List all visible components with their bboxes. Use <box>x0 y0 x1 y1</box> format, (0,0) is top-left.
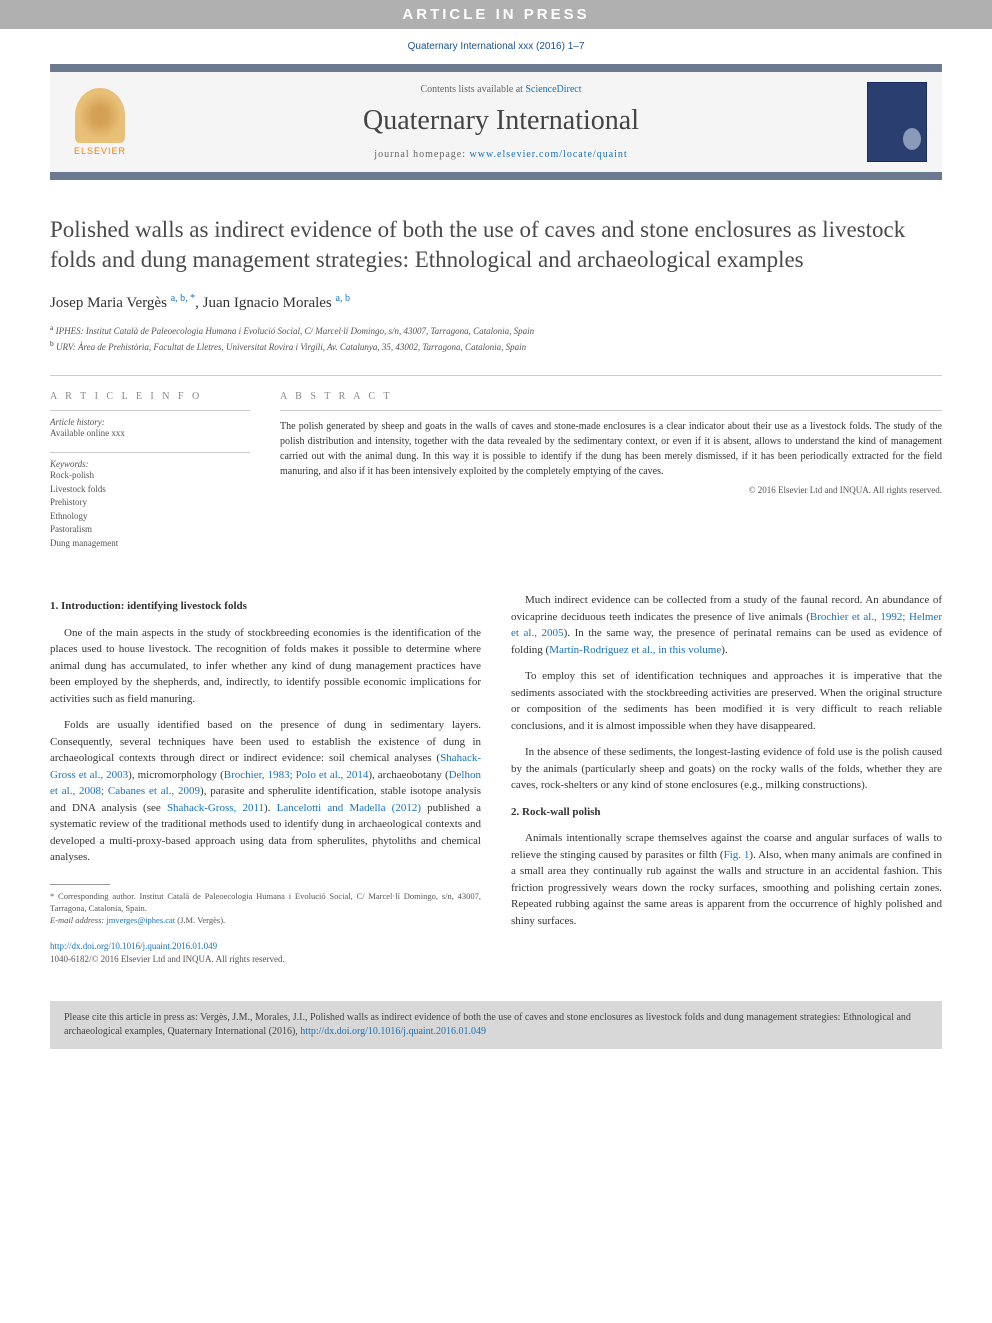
abstract-copyright: © 2016 Elsevier Ltd and INQUA. All right… <box>280 485 942 495</box>
journal-cover-thumbnail[interactable] <box>867 82 927 162</box>
body-paragraph: Animals intentionally scrape themselves … <box>511 830 942 929</box>
keyword-item: Ethnology <box>50 510 250 524</box>
email-suffix: (J.M. Vergès). <box>175 915 225 925</box>
body-paragraph: In the absence of these sediments, the l… <box>511 744 942 794</box>
citation-link[interactable]: Shahack-Gross, 2011 <box>167 802 264 814</box>
keywords-label: Keywords: <box>50 459 250 469</box>
journal-homepage-line: journal homepage: www.elsevier.com/locat… <box>135 149 867 160</box>
author-list: Josep Maria Vergès a, b, *, Juan Ignacio… <box>50 293 942 312</box>
author-1[interactable]: Josep Maria Vergès <box>50 295 171 311</box>
top-citation-line: Quaternary International xxx (2016) 1–7 <box>0 29 992 64</box>
contents-prefix: Contents lists available at <box>420 84 525 95</box>
text-run: ). <box>721 644 727 656</box>
body-paragraph: To employ this set of identification tec… <box>511 668 942 734</box>
body-paragraph: Much indirect evidence can be collected … <box>511 592 942 658</box>
keyword-item: Prehistory <box>50 496 250 510</box>
body-paragraph: One of the main aspects in the study of … <box>50 625 481 708</box>
author-2-affil: a, b <box>336 293 350 304</box>
journal-header: ELSEVIER Contents lists available at Sci… <box>50 64 942 180</box>
email-footnote: E-mail address: jmverges@iphes.cat (J.M.… <box>50 915 481 927</box>
article-info-heading: A R T I C L E I N F O <box>50 391 250 402</box>
issn-line: 1040-6182/© 2016 Elsevier Ltd and INQUA.… <box>50 954 285 964</box>
article-history-section: Article history: Available online xxx <box>50 410 250 441</box>
history-text: Available online xxx <box>50 427 250 441</box>
affiliation-a: IPHES: Institut Català de Paleoecologia … <box>56 326 535 336</box>
abstract-heading: A B S T R A C T <box>280 391 942 402</box>
article-content: Polished walls as indirect evidence of b… <box>0 180 992 986</box>
sciencedirect-link[interactable]: ScienceDirect <box>525 84 581 95</box>
keyword-item: Rock-polish <box>50 469 250 483</box>
citation-link[interactable]: Lancelotti and Madella (2012) <box>277 802 421 814</box>
author-sep: , <box>195 295 203 311</box>
article-in-press-banner: ARTICLE IN PRESS <box>0 0 992 29</box>
affiliations-block: a IPHES: Institut Català de Paleoecologi… <box>50 322 942 355</box>
text-run: ), micromorphology ( <box>128 769 224 781</box>
journal-name: Quaternary International <box>135 105 867 137</box>
keyword-item: Pastoralism <box>50 523 250 537</box>
article-info-column: A R T I C L E I N F O Article history: A… <box>50 391 250 563</box>
elsevier-tree-icon <box>75 88 125 143</box>
affiliation-b: URV: Àrea de Prehistòria, Facultat de Ll… <box>56 342 526 352</box>
info-abstract-row: A R T I C L E I N F O Article history: A… <box>50 375 942 563</box>
section-1-heading: 1. Introduction: identifying livestock f… <box>50 598 481 615</box>
doi-block: http://dx.doi.org/10.1016/j.quaint.2016.… <box>50 940 481 965</box>
elsevier-logo[interactable]: ELSEVIER <box>65 82 135 162</box>
cite-footer-text: Please cite this article in press as: Ve… <box>64 1012 911 1037</box>
keywords-section: Keywords: Rock-polish Livestock folds Pr… <box>50 452 250 550</box>
email-label: E-mail address: <box>50 915 106 925</box>
body-columns: 1. Introduction: identifying livestock f… <box>50 592 942 965</box>
text-run: ). <box>264 802 277 814</box>
abstract-text: The polish generated by sheep and goats … <box>280 410 942 479</box>
author-2[interactable]: Juan Ignacio Morales <box>203 295 336 311</box>
header-center: Contents lists available at ScienceDirec… <box>135 84 867 160</box>
abstract-column: A B S T R A C T The polish generated by … <box>280 391 942 563</box>
contents-available-line: Contents lists available at ScienceDirec… <box>135 84 867 95</box>
citation-link[interactable]: Brochier, 1983; Polo et al., 2014 <box>224 769 369 781</box>
keyword-item: Dung management <box>50 537 250 551</box>
keyword-item: Livestock folds <box>50 483 250 497</box>
author-1-affil: a, b, * <box>171 293 195 304</box>
text-run: ), archaeobotany ( <box>368 769 448 781</box>
right-column: Much indirect evidence can be collected … <box>511 592 942 965</box>
corresponding-author-footnote: * Corresponding author. Institut Català … <box>50 891 481 915</box>
email-link[interactable]: jmverges@iphes.cat <box>106 915 175 925</box>
footnote-separator <box>50 884 110 885</box>
elsevier-text: ELSEVIER <box>74 146 126 156</box>
text-run: Folds are usually identified based on th… <box>50 719 481 764</box>
section-2-heading: 2. Rock-wall polish <box>511 804 942 821</box>
figure-link[interactable]: Fig. 1 <box>724 849 750 861</box>
cite-footer-doi-link[interactable]: http://dx.doi.org/10.1016/j.quaint.2016.… <box>300 1026 486 1037</box>
citation-footer: Please cite this article in press as: Ve… <box>50 1001 942 1049</box>
homepage-prefix: journal homepage: <box>374 149 469 160</box>
citation-link[interactable]: Martín-Rodríguez et al., in this volume <box>549 644 721 656</box>
history-label: Article history: <box>50 417 250 427</box>
doi-link[interactable]: http://dx.doi.org/10.1016/j.quaint.2016.… <box>50 941 217 951</box>
left-column: 1. Introduction: identifying livestock f… <box>50 592 481 965</box>
article-title: Polished walls as indirect evidence of b… <box>50 215 942 275</box>
body-paragraph: Folds are usually identified based on th… <box>50 717 481 866</box>
homepage-link[interactable]: www.elsevier.com/locate/quaint <box>470 149 628 160</box>
